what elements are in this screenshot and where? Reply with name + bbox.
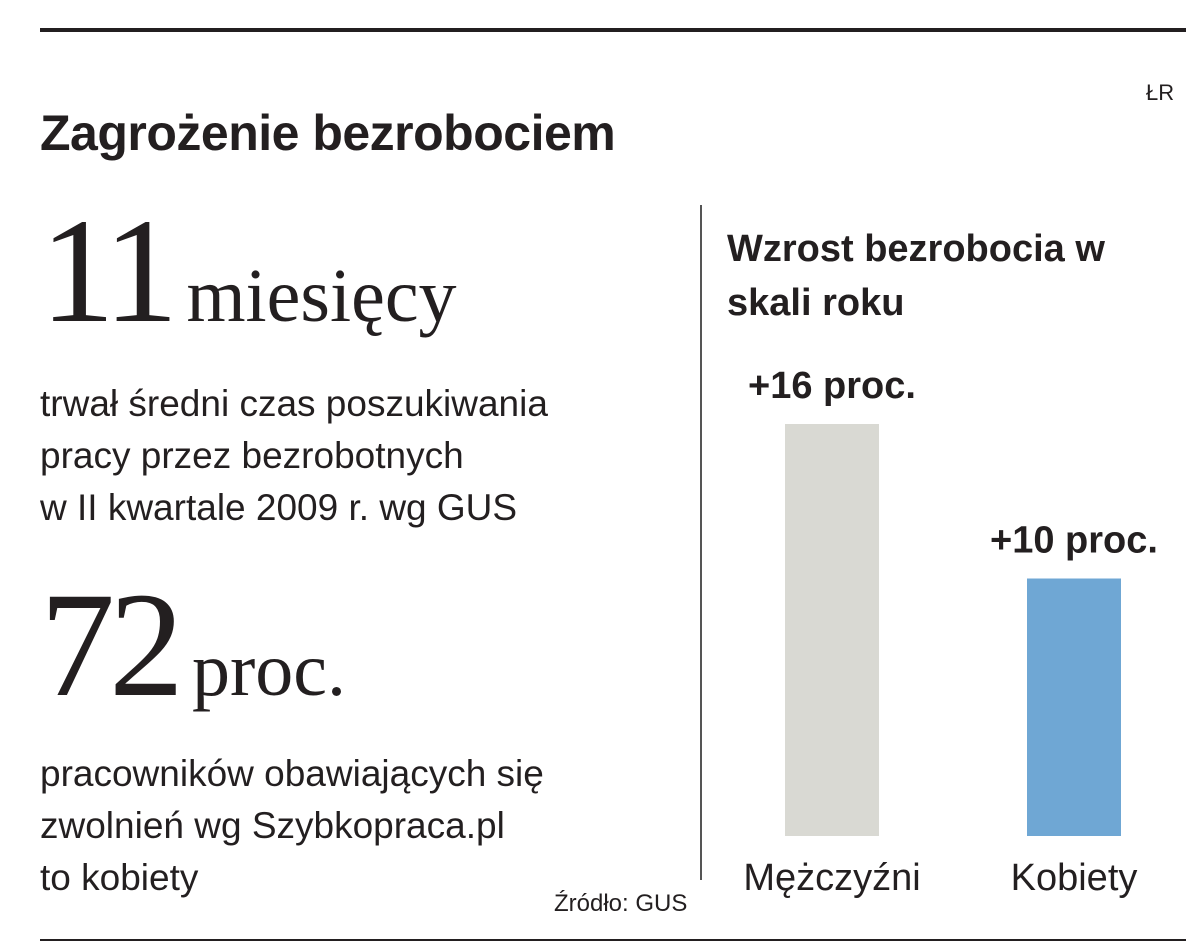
stat-unit: proc. xyxy=(192,628,347,712)
description-line: zwolnień wg Szybkopraca.pl xyxy=(40,805,505,846)
category-label: Mężczyźni xyxy=(743,857,920,899)
chart-title: Wzrost bezrobocia w skali roku xyxy=(727,228,1105,324)
category-label: Kobiety xyxy=(1011,857,1138,899)
description-line: pracowników obawiających się xyxy=(40,753,544,794)
stat-headline: 11 miesięcy xyxy=(40,196,457,346)
stat-description: pracowników obawiających się zwolnień wg… xyxy=(40,748,544,904)
description-line: pracy przez bezrobotnych xyxy=(40,435,464,476)
stat-headline: 72 proc. xyxy=(40,570,346,720)
bar xyxy=(785,424,879,836)
stat-number: 72 xyxy=(40,562,184,728)
description-line: w II kwartale 2009 r. wg GUS xyxy=(40,487,518,528)
bar xyxy=(1027,578,1121,836)
description-line: trwał średni czas poszukiwania xyxy=(40,383,548,424)
author: ŁR xyxy=(1146,80,1175,105)
value-label: +10 proc. xyxy=(990,520,1158,562)
source: Źródło: GUS xyxy=(554,890,688,917)
stat-unit: miesięcy xyxy=(186,254,457,338)
value-label: +16 proc. xyxy=(748,365,916,407)
stat-description: trwał średni czas poszukiwania pracy prz… xyxy=(40,378,548,534)
title: Zagrożenie bezrobociem xyxy=(40,105,616,161)
description-line: to kobiety xyxy=(40,857,199,898)
stat-number: 11 xyxy=(40,188,178,354)
